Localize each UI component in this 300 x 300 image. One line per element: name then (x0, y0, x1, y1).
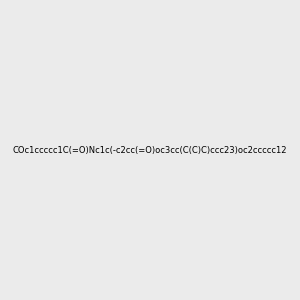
Text: COc1ccccc1C(=O)Nc1c(-c2cc(=O)oc3cc(C(C)C)ccc23)oc2ccccc12: COc1ccccc1C(=O)Nc1c(-c2cc(=O)oc3cc(C(C)C… (13, 146, 287, 154)
